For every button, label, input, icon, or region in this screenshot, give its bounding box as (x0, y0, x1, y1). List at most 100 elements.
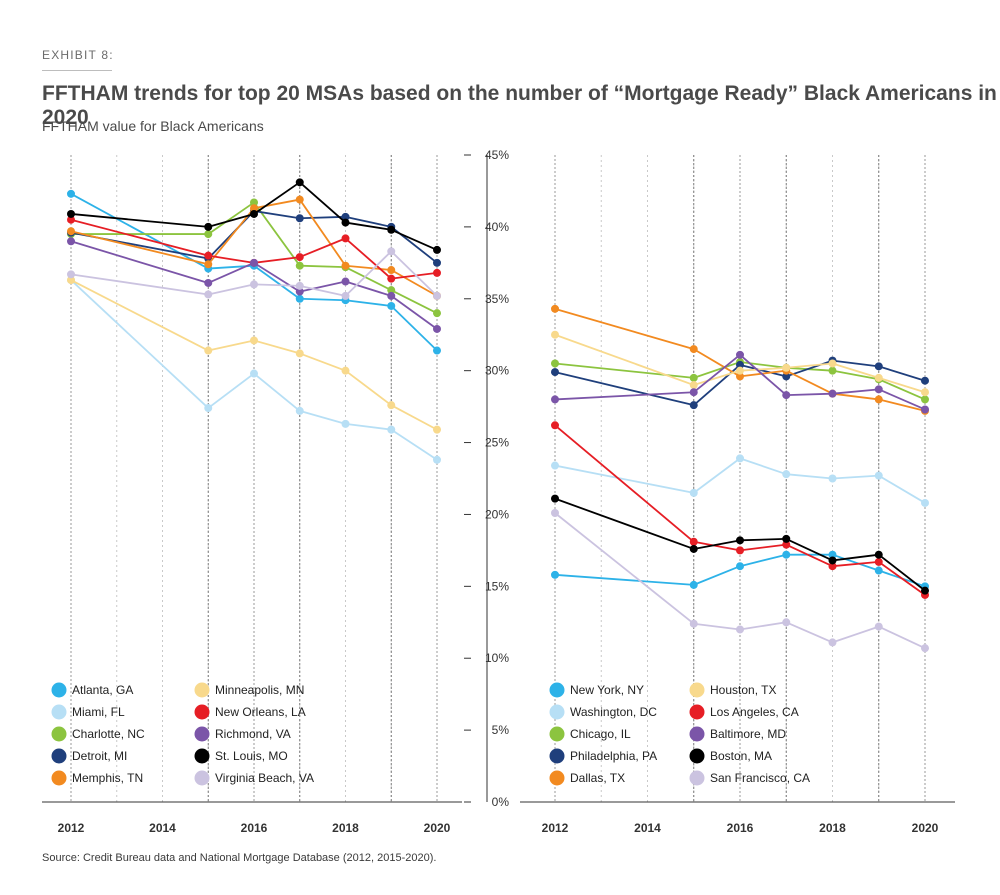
data-point (295, 178, 304, 187)
x-tick-label-2020: 2020 (424, 821, 451, 835)
legend-label-richmond-va: Richmond, VA (215, 727, 291, 741)
legend-swatch (51, 770, 67, 786)
data-point (433, 268, 441, 277)
data-point (689, 373, 698, 382)
legend-label-chicago-il: Chicago, IL (570, 727, 631, 741)
legend-label-boston-ma: Boston, MA (710, 749, 772, 763)
data-point (874, 622, 883, 631)
legend-swatch (194, 726, 210, 742)
data-point (551, 421, 559, 430)
data-point (828, 389, 837, 398)
data-point (341, 218, 350, 227)
data-point (828, 550, 837, 559)
legend-swatch (689, 682, 705, 698)
data-point (387, 291, 396, 300)
data-point (736, 360, 744, 369)
legend-label-washington-dc: Washington, DC (570, 705, 657, 719)
data-point (921, 388, 929, 397)
chart-title: FFTHAM trends for top 20 MSAs based on t… (42, 82, 997, 129)
data-point (341, 277, 350, 286)
data-point (828, 359, 837, 368)
data-point (295, 349, 304, 358)
x-tick-label-2018: 2018 (819, 821, 846, 835)
data-point (874, 557, 883, 566)
data-point (387, 425, 396, 434)
legend-swatch (51, 704, 67, 720)
legend-label-memphis-tn: Memphis, TN (72, 771, 143, 785)
series-virginia-beach-va (67, 247, 441, 300)
data-point (689, 401, 698, 410)
data-point (828, 638, 837, 647)
series-san-francisco-ca (551, 509, 929, 653)
legend-label-detroit-mi: Detroit, MI (72, 749, 127, 763)
data-point (736, 350, 744, 359)
data-point (295, 195, 304, 204)
legend-swatch (689, 704, 705, 720)
legend-label-philadelphia-pa: Philadelphia, PA (570, 749, 657, 763)
data-point (341, 366, 350, 375)
x-tick-label-2016: 2016 (241, 821, 268, 835)
data-point (689, 381, 698, 390)
y-tick-label: 40% (485, 220, 509, 234)
data-point (551, 509, 559, 518)
data-point (295, 406, 304, 415)
legend-swatch (689, 770, 705, 786)
data-point (387, 225, 396, 234)
legend: Atlanta, GA Miami, FL Charlotte, NC Detroit… (51, 682, 314, 786)
data-point (250, 280, 258, 289)
legend-swatch (549, 682, 565, 698)
x-tick-label-2020: 2020 (912, 821, 939, 835)
title-rule (42, 70, 112, 71)
data-point (204, 230, 213, 239)
data-point (782, 540, 791, 549)
data-point (341, 212, 350, 221)
legend-swatch (549, 704, 565, 720)
data-point (828, 474, 837, 483)
data-point (295, 287, 304, 296)
data-point (689, 619, 698, 628)
data-point (67, 237, 75, 246)
x-tick-label-2018: 2018 (332, 821, 359, 835)
data-point (387, 274, 396, 283)
data-point (204, 404, 213, 413)
data-point (782, 618, 791, 627)
legend-swatch (689, 726, 705, 742)
legend-label-st-louis-mo: St. Louis, MO (215, 749, 288, 763)
y-tick-label: 30% (485, 364, 509, 378)
data-point (689, 544, 698, 553)
data-point (782, 534, 791, 543)
data-point (874, 373, 883, 382)
data-point (67, 276, 75, 285)
legend-swatch (51, 748, 67, 764)
right-panel: 2012 2014 2016 2018 2020 0% 5% 10% 15% 20% 25% 30% 3… (464, 148, 955, 835)
data-point (551, 494, 559, 503)
y-tick-label: 45% (485, 148, 509, 162)
legend-label-atlanta-ga: Atlanta, GA (72, 683, 133, 697)
data-point (67, 270, 75, 279)
x-tick-label-2014: 2014 (634, 821, 661, 835)
data-point (433, 309, 441, 318)
data-point (551, 461, 559, 470)
data-point (828, 366, 837, 375)
legend-swatch (549, 748, 565, 764)
data-point (433, 346, 441, 355)
data-point (250, 369, 258, 378)
data-point (782, 550, 791, 559)
data-point (387, 301, 396, 310)
data-point (689, 580, 698, 589)
data-point (736, 372, 744, 381)
data-point (551, 395, 559, 404)
data-point (67, 227, 75, 236)
data-point (736, 454, 744, 463)
data-point (250, 198, 258, 207)
data-point (874, 471, 883, 480)
legend-label-baltimore-md: Baltimore, MD (710, 727, 786, 741)
data-point (921, 405, 929, 414)
data-point (341, 261, 350, 270)
data-point (250, 204, 258, 213)
legend-swatch (51, 682, 67, 698)
y-tick-label: 25% (485, 436, 509, 450)
data-point (295, 214, 304, 223)
data-point (433, 258, 441, 267)
